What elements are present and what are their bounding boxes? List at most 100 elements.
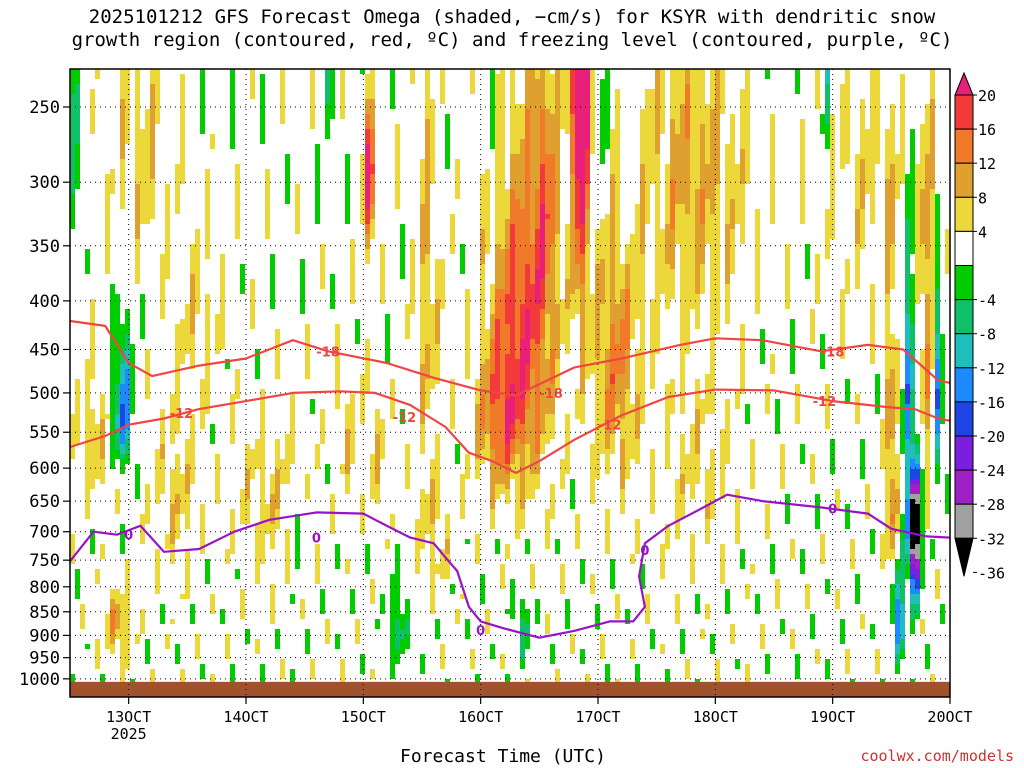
omega-cell (445, 554, 450, 579)
omega-cell (480, 574, 485, 604)
omega-cell (480, 364, 485, 394)
omega-cell (305, 629, 310, 654)
omega-cell (490, 509, 495, 529)
omega-cell (635, 664, 640, 689)
omega-cell (320, 244, 325, 289)
omega-cell (525, 109, 530, 264)
omega-cell (865, 484, 870, 519)
omega-cell (585, 209, 590, 244)
omega-cell (155, 549, 160, 594)
omega-cell (370, 99, 375, 129)
omega-cell (505, 189, 510, 219)
omega-cell (695, 409, 700, 454)
omega-cell (675, 134, 680, 204)
omega-cell (585, 244, 590, 379)
omega-cell (395, 619, 400, 649)
omega-cell (150, 84, 155, 179)
omega-cell (620, 489, 625, 514)
omega-cell (420, 264, 425, 364)
omega-cell (245, 444, 250, 469)
omega-cell (530, 284, 535, 339)
omega-cell (605, 69, 610, 149)
omega-cell (915, 544, 920, 559)
omega-cell (125, 439, 130, 454)
omega-cell (570, 479, 575, 509)
omega-cell (735, 659, 740, 669)
omega-cell (515, 439, 520, 454)
omega-cell (325, 464, 330, 484)
omega-cell (565, 309, 570, 354)
omega-cell (800, 119, 805, 224)
omega-cell (645, 89, 650, 224)
omega-cell (780, 619, 785, 634)
omega-cell (705, 104, 710, 164)
omega-cell (550, 244, 555, 349)
omega-cell (550, 349, 555, 384)
omega-cell (505, 324, 510, 354)
omega-cell (705, 374, 710, 414)
omega-cell (115, 449, 120, 459)
contour-label: -18 (316, 345, 340, 360)
omega-cell (685, 454, 690, 484)
omega-cell (670, 179, 675, 229)
contour-line (70, 319, 950, 397)
omega-cell (365, 144, 370, 209)
omega-cell (905, 539, 910, 554)
omega-cell (330, 69, 335, 119)
omega-cell (910, 389, 915, 444)
omega-cell (225, 549, 230, 564)
omega-cell (765, 384, 770, 414)
omega-cell (850, 539, 855, 569)
omega-cell (330, 494, 335, 534)
omega-cell (570, 69, 575, 114)
omega-cell (540, 279, 545, 309)
omega-cell (775, 399, 780, 434)
colorbar-label: -28 (978, 496, 1005, 514)
omega-cell (525, 609, 530, 624)
y-tick-label: 450 (29, 340, 60, 360)
omega-cell (550, 74, 555, 114)
omega-cell (295, 514, 300, 569)
omega-cell (480, 429, 485, 449)
omega-cell (595, 604, 600, 629)
omega-cell (895, 514, 900, 534)
omega-cell (910, 604, 915, 619)
contour-label: -12 (170, 407, 194, 422)
omega-cell (910, 469, 915, 479)
omega-cell (175, 494, 180, 514)
omega-cell (745, 584, 750, 599)
omega-cell (855, 394, 860, 424)
omega-cell (890, 549, 895, 559)
omega-cell (740, 89, 745, 149)
omega-cell (495, 74, 500, 244)
omega-cell (520, 139, 525, 209)
y-tick-label: 550 (29, 423, 60, 443)
omega-cell (400, 224, 405, 279)
omega-cell (905, 564, 910, 579)
omega-cell (860, 439, 865, 479)
omega-cell (860, 159, 865, 209)
omega-cell (365, 234, 370, 249)
omega-cell (455, 444, 460, 464)
omega-cell (140, 294, 145, 339)
omega-cell (520, 444, 525, 509)
omega-cell (795, 69, 800, 94)
omega-cell (120, 69, 125, 99)
omega-cell (210, 594, 215, 614)
omega-cell (910, 594, 915, 604)
omega-cell (795, 654, 800, 679)
omega-cell (665, 164, 670, 224)
omega-cell (625, 389, 630, 479)
omega-cell (905, 439, 910, 499)
omega-cell (295, 184, 300, 234)
omega-cell (765, 504, 770, 539)
colorbar-label: -32 (978, 530, 1005, 548)
omega-cell (370, 174, 375, 204)
omega-cell (555, 539, 560, 554)
omega-cell (490, 339, 495, 374)
omega-cell (85, 249, 90, 274)
omega-cell (910, 574, 915, 579)
omega-cell (900, 639, 905, 649)
omega-cell (105, 414, 110, 419)
omega-cell (560, 459, 565, 489)
